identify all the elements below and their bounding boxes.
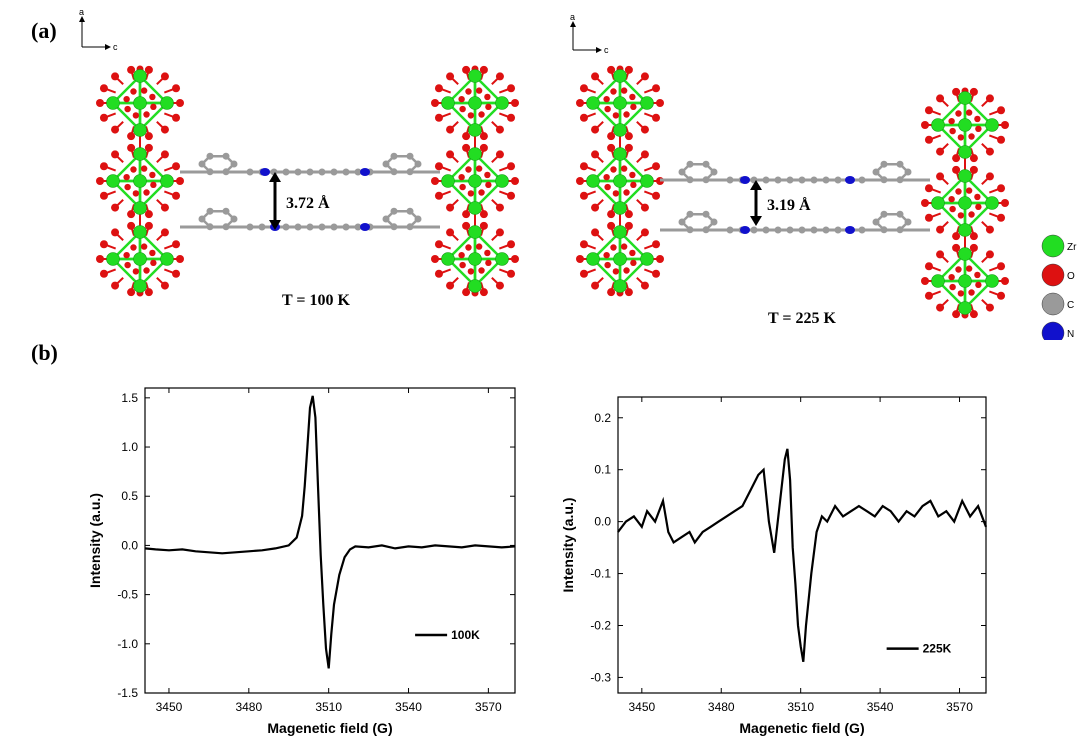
legend-atom-label: N [1067, 329, 1074, 340]
x-axis-label: Magenetic field (G) [739, 720, 864, 736]
x-tick-label: 3480 [235, 700, 262, 714]
panel-b-label: (b) [31, 340, 58, 365]
linker [180, 207, 440, 231]
legend-atom-c-icon [1041, 292, 1065, 316]
x-tick-label: 3510 [787, 700, 814, 714]
y-tick-label: -0.1 [590, 567, 611, 581]
x-tick-label: 3570 [475, 700, 502, 714]
x-tick-label: 3570 [946, 700, 973, 714]
y-tick-label: 0.0 [594, 515, 611, 529]
panel-a-label: (a) [31, 18, 57, 43]
linker [180, 152, 440, 176]
series-line-225K [617, 448, 988, 662]
zr-cluster [921, 165, 1009, 241]
plot-frame [617, 396, 987, 694]
plot-frame [144, 387, 516, 694]
x-tick-label: 3540 [867, 700, 894, 714]
zr-cluster [431, 221, 519, 297]
legend-label: 100K [451, 628, 480, 642]
zr-cluster [921, 87, 1009, 163]
axis-c-label-left: c [113, 42, 118, 52]
linker [660, 210, 930, 234]
legend-atom-label: C [1067, 300, 1074, 311]
axis-indicator-right: a c [570, 12, 609, 55]
zr-oxo-cluster-columns [96, 65, 1009, 319]
crystal-structure-figure: a c a c 3.72 Å T = 100 K 3.19 Å T = 225 … [79, 7, 1077, 340]
distance-label-225k: 3.19 Å [767, 196, 811, 214]
y-tick-label: 1.0 [121, 440, 138, 454]
y-tick-label: -0.2 [590, 618, 611, 632]
temperature-label-225k: T = 225 K [768, 310, 837, 327]
y-tick-label: 0.2 [594, 411, 611, 425]
x-tick-label: 3540 [395, 700, 422, 714]
x-tick-label: 3450 [156, 700, 183, 714]
zr-cluster [96, 221, 184, 297]
zr-cluster [576, 143, 664, 219]
distance-arrow-left [269, 172, 281, 230]
zr-cluster [921, 243, 1009, 319]
y-tick-label: 0.1 [594, 463, 611, 477]
x-tick-label: 3480 [708, 700, 735, 714]
linker [660, 160, 930, 184]
y-axis-label: Intensity (a.u.) [87, 493, 103, 588]
zr-cluster [431, 143, 519, 219]
chart-2: 3450 3480 3510 3540 3570 -0.3 -0.2 -0.1 0.0 0.1 0.… [560, 396, 988, 736]
temperature-label-100k: T = 100 K [282, 292, 351, 309]
epr-spectra-charts: 3450 3480 3510 3540 3570 -1.5 -1.0 -0.5 0.0 0.5 1.… [87, 387, 988, 736]
series-line-100K [144, 395, 516, 669]
y-tick-label: -0.5 [117, 588, 138, 602]
axis-a-label-left: a [79, 7, 84, 17]
distance-arrow-right [750, 180, 762, 226]
axis-a-label-right: a [570, 12, 575, 22]
legend-atom-n-icon [1041, 321, 1065, 340]
axis-c-label-right: c [604, 45, 609, 55]
legend-atom-o-icon [1041, 263, 1065, 287]
y-tick-label: 0.0 [121, 538, 138, 552]
organic-linkers [180, 152, 930, 234]
distance-label-100k: 3.72 Å [286, 194, 330, 212]
axis-indicator-left: a c [79, 7, 118, 52]
x-tick-label: 3510 [315, 700, 342, 714]
zr-cluster [96, 143, 184, 219]
y-tick-label: -1.0 [117, 637, 138, 651]
y-tick-label: 1.5 [121, 391, 138, 405]
zr-cluster [96, 65, 184, 141]
zr-cluster [576, 65, 664, 141]
zr-cluster [576, 221, 664, 297]
y-tick-label: -1.5 [117, 686, 138, 700]
atom-legend: Zr O C N [1041, 234, 1077, 340]
chart-1: 3450 3480 3510 3540 3570 -1.5 -1.0 -0.5 0.0 0.5 1.… [87, 387, 516, 736]
x-tick-label: 3450 [628, 700, 655, 714]
zr-cluster [431, 65, 519, 141]
y-axis-label: Intensity (a.u.) [560, 498, 576, 593]
legend-atom-label: Zr [1067, 242, 1077, 253]
y-tick-label: 0.5 [121, 489, 138, 503]
x-axis-label: Magenetic field (G) [267, 720, 392, 736]
y-tick-label: -0.3 [590, 670, 611, 684]
legend-atom-label: O [1067, 271, 1075, 282]
legend-label: 225K [923, 642, 952, 656]
legend-atom-zr-icon [1041, 234, 1065, 258]
